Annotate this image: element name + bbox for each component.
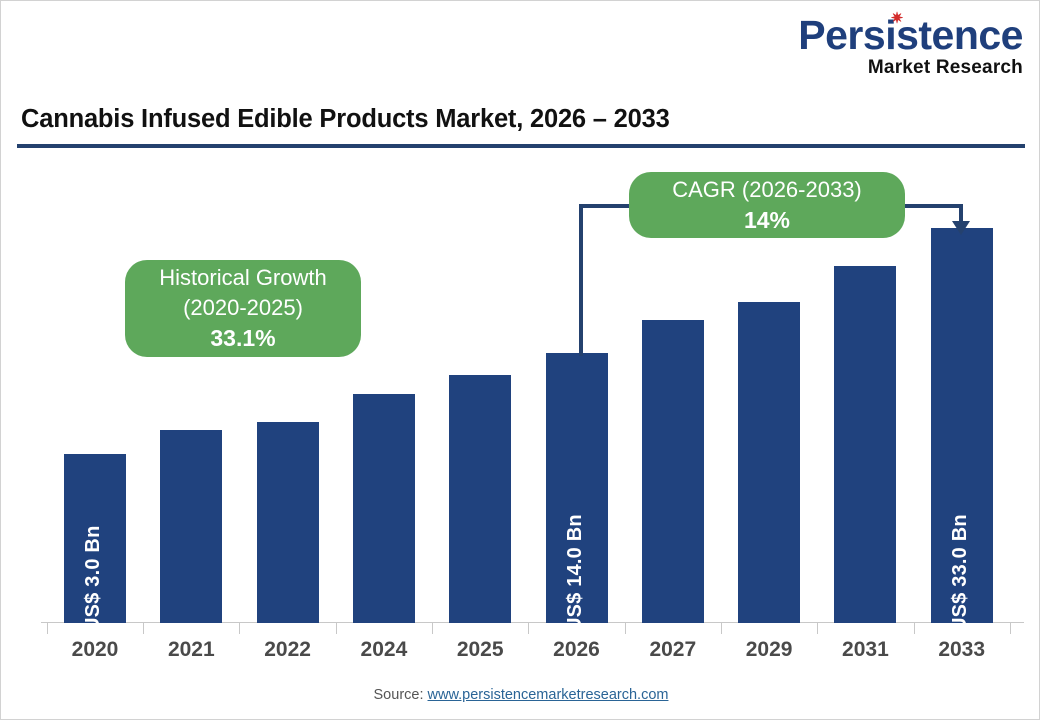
cagr-value: 14% — [743, 206, 791, 233]
x-axis-tick — [528, 623, 529, 634]
historical-growth-callout: Historical Growth (2020-2025) 33.1% — [125, 260, 361, 357]
x-axis-tick — [143, 623, 144, 634]
cagr-connector-left-vertical — [579, 204, 583, 356]
x-axis-tick — [721, 623, 722, 634]
company-logo: Persistence ✷ Market Research — [763, 10, 1023, 78]
historical-growth-line1: Historical Growth — [159, 265, 327, 290]
x-axis-tick — [914, 623, 915, 634]
x-axis-label-2026: 2026 — [553, 638, 600, 661]
arrow-down-icon — [952, 221, 970, 235]
x-axis-tick — [47, 623, 48, 634]
cagr-connector-left-horizontal — [579, 204, 637, 208]
source-prefix: Source: — [373, 687, 428, 703]
x-axis-label-2025: 2025 — [456, 638, 504, 661]
x-axis-label-2029: 2029 — [745, 638, 793, 661]
x-axis-label-2021: 2021 — [167, 638, 215, 661]
x-axis-tick — [432, 623, 433, 634]
x-axis-label-2027: 2027 — [649, 638, 697, 661]
historical-growth-value: 33.1% — [210, 325, 276, 351]
x-axis-line — [41, 622, 1024, 623]
bar-2029[interactable] — [738, 302, 801, 623]
title-divider — [17, 144, 1025, 148]
page-title: Cannabis Infused Edible Products Market,… — [21, 105, 670, 133]
bar-2020[interactable] — [64, 454, 126, 623]
bar-2024[interactable] — [352, 394, 415, 623]
logo-wordmark-text: Persistence — [798, 12, 1023, 58]
x-axis-label-2020: 2020 — [71, 638, 119, 661]
bar-2033[interactable] — [930, 228, 993, 623]
bar-2022[interactable] — [256, 422, 319, 623]
source-link[interactable]: www.persistencemarketresearch.com — [427, 687, 669, 703]
source-note: Source: www.persistencemarketresearch.co… — [1, 687, 1039, 703]
cagr-line1: CAGR (2026-2033) — [672, 176, 862, 202]
x-axis-tick — [817, 623, 818, 634]
x-axis-label-2031: 2031 — [842, 638, 889, 661]
cagr-connector-right-horizontal — [899, 204, 963, 208]
x-axis-tick — [239, 623, 240, 634]
star-icon: ✷ — [890, 10, 904, 27]
bar-2026[interactable] — [545, 353, 608, 623]
bar-2027[interactable] — [641, 320, 704, 623]
x-axis-label-2022: 2022 — [264, 638, 311, 661]
bar-2025[interactable] — [449, 375, 512, 623]
cagr-callout: CAGR (2026-2033) 14% — [629, 172, 905, 238]
x-axis-tick — [1010, 623, 1011, 634]
bar-2031[interactable] — [834, 266, 897, 623]
x-axis-tick — [625, 623, 626, 634]
x-axis-tick — [336, 623, 337, 634]
cagr-connector-right-vertical — [959, 204, 963, 224]
x-axis-label-2024: 2024 — [360, 638, 408, 661]
x-axis-label-2033: 2033 — [938, 638, 986, 661]
logo-wordmark: Persistence ✷ — [798, 10, 1023, 58]
bar-2021[interactable] — [160, 430, 223, 623]
logo-subtitle: Market Research — [867, 57, 1023, 78]
historical-growth-line2: (2020-2025) — [183, 295, 303, 320]
